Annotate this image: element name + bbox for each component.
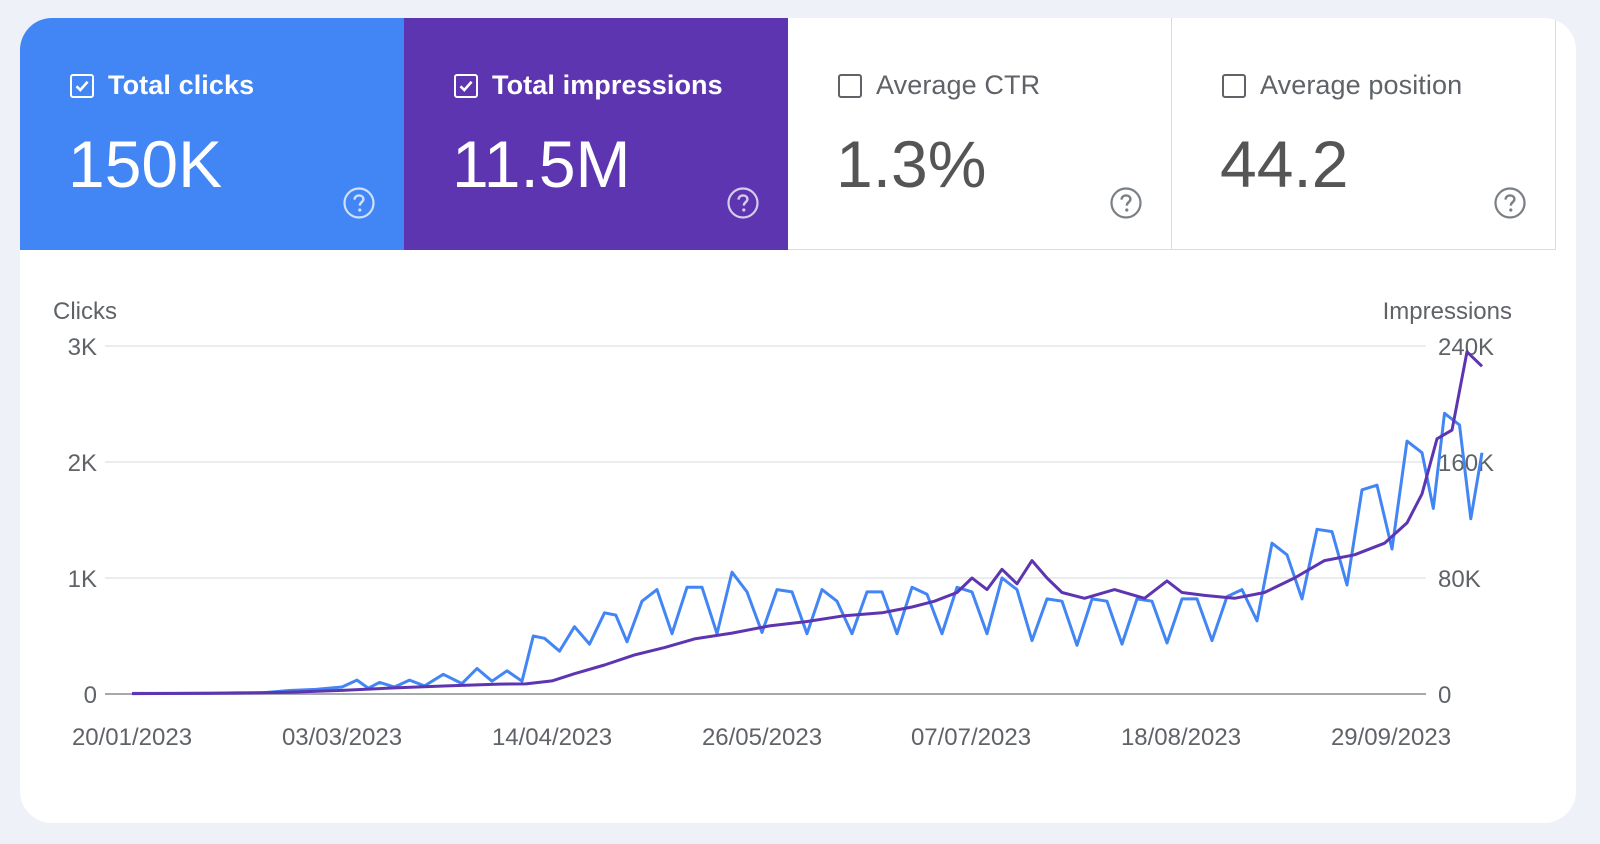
checkbox-empty-icon[interactable] bbox=[838, 73, 862, 98]
metric-label: Average CTR bbox=[876, 70, 1041, 100]
x-tick-label: 20/01/2023 bbox=[71, 724, 193, 751]
right-tick: 0 bbox=[1438, 682, 1452, 709]
metric-value: 44.2 bbox=[1220, 127, 1349, 201]
metric-label: Total clicks bbox=[108, 70, 255, 100]
left-axis-title: Clicks bbox=[53, 298, 117, 325]
right-axis-title: Impressions bbox=[1382, 298, 1512, 325]
metric-header: Total impressions bbox=[454, 70, 723, 101]
series-line-clicks bbox=[132, 411, 1484, 695]
metric-label: Total impressions bbox=[492, 70, 723, 100]
x-tick-label: 03/03/2023 bbox=[281, 724, 403, 751]
metric-tile-average-ctr[interactable]: Average CTR 1.3% bbox=[788, 18, 1172, 250]
metric-value: 1.3% bbox=[836, 127, 987, 201]
metric-tile-total-clicks[interactable]: Total clicks 150K bbox=[20, 18, 404, 250]
right-tick: 80K bbox=[1438, 566, 1481, 593]
performance-card: Total clicks 150K Total impressions 11.5… bbox=[20, 18, 1576, 823]
metric-header: Total clicks bbox=[70, 70, 254, 101]
left-tick: 1K bbox=[67, 566, 97, 593]
x-tick-label: 29/09/2023 bbox=[1330, 724, 1452, 751]
x-tick-label: 26/05/2023 bbox=[701, 724, 823, 751]
help-circle-icon[interactable] bbox=[1493, 186, 1527, 220]
metric-header: Average CTR bbox=[838, 70, 1040, 101]
metric-tile-average-position[interactable]: Average position 44.2 bbox=[1172, 18, 1556, 250]
checkbox-checked-icon[interactable] bbox=[454, 73, 478, 98]
help-circle-icon[interactable] bbox=[1109, 186, 1143, 220]
series-line-impressions bbox=[131, 350, 1484, 696]
metric-header: Average position bbox=[1222, 70, 1462, 101]
help-circle-icon[interactable] bbox=[726, 186, 760, 220]
metric-tile-total-impressions[interactable]: Total impressions 11.5M bbox=[404, 18, 788, 250]
chart-plot-area bbox=[105, 345, 1484, 696]
performance-chart: Clicks Impressions 3K 2K 1K 0 240K 160K … bbox=[20, 250, 1576, 823]
metric-value: 150K bbox=[68, 127, 223, 201]
metric-label: Average position bbox=[1260, 70, 1463, 100]
checkbox-checked-icon[interactable] bbox=[70, 73, 94, 98]
x-tick-label: 07/07/2023 bbox=[910, 724, 1032, 751]
left-tick: 3K bbox=[67, 334, 97, 361]
left-tick: 0 bbox=[83, 682, 97, 709]
metric-value: 11.5M bbox=[452, 127, 631, 201]
x-tick-label: 14/04/2023 bbox=[491, 724, 613, 751]
left-tick: 2K bbox=[67, 450, 97, 477]
checkbox-empty-icon[interactable] bbox=[1222, 73, 1246, 98]
metric-tiles: Total clicks 150K Total impressions 11.5… bbox=[20, 18, 1556, 250]
x-tick-label: 18/08/2023 bbox=[1120, 724, 1242, 751]
help-circle-icon[interactable] bbox=[342, 186, 376, 220]
